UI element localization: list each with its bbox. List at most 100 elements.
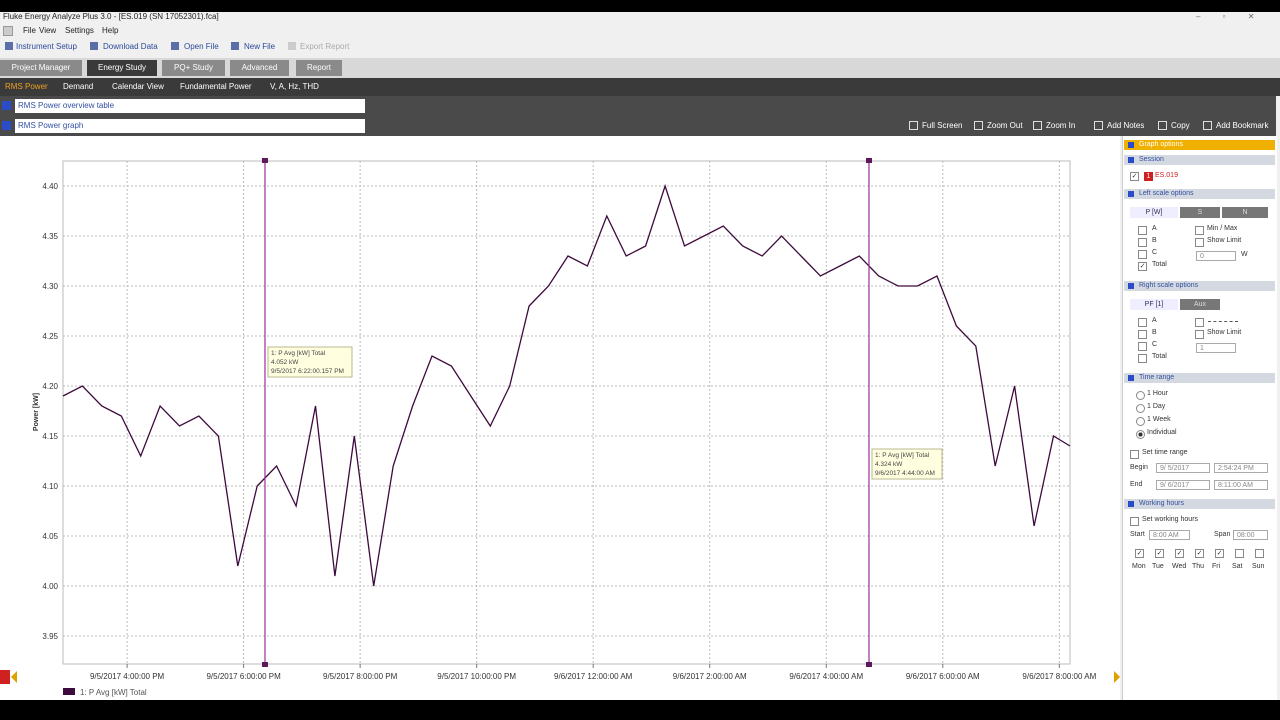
- checkbox[interactable]: [1138, 342, 1147, 351]
- tab[interactable]: PQ+ Study: [162, 60, 225, 76]
- input[interactable]: 1: [1196, 343, 1236, 353]
- checkbox[interactable]: ✓: [1130, 172, 1139, 181]
- subtab[interactable]: V, A, Hz, THD: [270, 82, 319, 91]
- checkbox-label: Total: [1152, 353, 1167, 360]
- subtab[interactable]: Calendar View: [112, 82, 164, 91]
- radio[interactable]: [1136, 417, 1145, 426]
- radio[interactable]: [1136, 391, 1145, 400]
- scale-tab[interactable]: S: [1180, 207, 1220, 218]
- graph-tool[interactable]: Copy: [1171, 121, 1190, 130]
- unit: W: [1241, 251, 1248, 258]
- section-title[interactable]: RMS Power graph: [15, 119, 365, 133]
- session-badge: 1: [1144, 172, 1153, 181]
- checkbox[interactable]: [1138, 318, 1147, 327]
- section-header: Left scale options: [1124, 189, 1275, 199]
- time-box[interactable]: 8:11:00 AM: [1214, 480, 1268, 490]
- checkbox[interactable]: [1195, 330, 1204, 339]
- y-tick-label: 4.30: [42, 282, 58, 291]
- checkbox[interactable]: ✓: [1135, 549, 1144, 558]
- x-tick-label: 9/6/2017 6:00:00 AM: [906, 672, 980, 681]
- scale-tab[interactable]: N: [1222, 207, 1268, 218]
- graph-tool[interactable]: Zoom Out: [987, 121, 1023, 130]
- menu-item[interactable]: View: [39, 26, 57, 35]
- toolbar-button[interactable]: Export Report: [300, 42, 350, 51]
- checkbox[interactable]: [1138, 354, 1147, 363]
- plot-frame: [62, 160, 1071, 665]
- tab[interactable]: Energy Study: [87, 60, 157, 76]
- checkbox-label: C: [1152, 341, 1158, 348]
- day-label: Fri: [1212, 563, 1221, 570]
- input[interactable]: 0: [1196, 251, 1236, 261]
- checkbox[interactable]: [1130, 450, 1139, 459]
- section-title[interactable]: RMS Power overview table: [15, 99, 365, 113]
- checkbox[interactable]: ✓: [1155, 549, 1164, 558]
- checkbox-label: Set time range: [1142, 449, 1188, 456]
- y-tick-label: 4.15: [42, 432, 58, 441]
- cursor-handle: [261, 158, 268, 163]
- checkbox[interactable]: ✓: [1175, 549, 1184, 558]
- day-label: Sun: [1252, 563, 1265, 570]
- radio[interactable]: [1136, 430, 1145, 439]
- subtab-bar: [0, 78, 1280, 96]
- tab[interactable]: Report: [296, 60, 342, 76]
- toolbar-button[interactable]: Open File: [184, 42, 219, 51]
- menu-item[interactable]: File: [23, 26, 36, 35]
- graph-tool[interactable]: Add Notes: [1107, 121, 1145, 130]
- scroll-right[interactable]: [1114, 671, 1120, 683]
- checkbox[interactable]: [1255, 549, 1264, 558]
- checkbox[interactable]: [1130, 517, 1139, 526]
- checkbox[interactable]: [1138, 250, 1147, 259]
- scale-tab[interactable]: P [W]: [1130, 207, 1178, 218]
- date-box[interactable]: 9/ 5/2017: [1156, 463, 1210, 473]
- checkbox-label: B: [1152, 329, 1157, 336]
- field-label: End: [1130, 481, 1143, 488]
- icon: [1158, 121, 1167, 130]
- graph-tool[interactable]: Full Screen: [922, 121, 963, 130]
- tab[interactable]: Advanced: [230, 60, 289, 76]
- day-label: Sat: [1232, 563, 1243, 570]
- icon: [5, 42, 13, 50]
- session-file[interactable]: ES.019: [1155, 172, 1178, 179]
- checkbox[interactable]: [1195, 318, 1204, 327]
- checkbox[interactable]: ✓: [1195, 549, 1204, 558]
- day-label: Thu: [1192, 563, 1205, 570]
- subtab[interactable]: Fundamental Power: [180, 82, 252, 91]
- icon: [974, 121, 983, 130]
- y-tick-label: 4.10: [42, 482, 58, 491]
- subtab[interactable]: Demand: [63, 82, 94, 91]
- checkbox[interactable]: [1235, 549, 1244, 558]
- toolbar-button[interactable]: Download Data: [103, 42, 158, 51]
- checkbox[interactable]: ✓: [1138, 262, 1147, 271]
- checkbox[interactable]: [1138, 238, 1147, 247]
- x-tick-label: 9/5/2017 8:00:00 PM: [323, 672, 398, 681]
- time-box[interactable]: 8:00 AM: [1149, 530, 1190, 540]
- radio[interactable]: [1136, 404, 1145, 413]
- toolbar-button[interactable]: New File: [244, 42, 276, 51]
- options-panel: [1122, 136, 1277, 700]
- menu-item[interactable]: Help: [102, 26, 119, 35]
- window-controls[interactable]: – ▫ ✕: [1196, 12, 1255, 21]
- tab[interactable]: Project Manager: [0, 60, 82, 76]
- scale-tab[interactable]: PF [1]: [1130, 299, 1178, 310]
- subtab[interactable]: RMS Power: [5, 82, 48, 91]
- checkbox-label: Min / Max: [1207, 225, 1238, 232]
- graph-tool[interactable]: Zoom In: [1046, 121, 1076, 130]
- icon: [2, 121, 11, 130]
- date-box[interactable]: 9/ 6/2017: [1156, 480, 1210, 490]
- toolbar-button[interactable]: Instrument Setup: [16, 42, 77, 51]
- checkbox[interactable]: [1195, 238, 1204, 247]
- graph-tool[interactable]: Add Bookmark: [1216, 121, 1269, 130]
- icon: [2, 101, 11, 110]
- x-tick-label: 9/6/2017 8:00:00 AM: [1022, 672, 1096, 681]
- checkbox[interactable]: [1138, 330, 1147, 339]
- checkbox[interactable]: ✓: [1215, 549, 1224, 558]
- scroll-left[interactable]: [0, 670, 10, 684]
- menu-item[interactable]: Settings: [65, 26, 94, 35]
- time-box[interactable]: 2:54:24 PM: [1214, 463, 1268, 473]
- icon: [1094, 121, 1103, 130]
- checkbox[interactable]: [1138, 226, 1147, 235]
- scale-tab[interactable]: Aux: [1180, 299, 1220, 310]
- x-tick-label: 9/5/2017 6:00:00 PM: [206, 672, 281, 681]
- checkbox[interactable]: [1195, 226, 1204, 235]
- time-box[interactable]: 08:00: [1233, 530, 1268, 540]
